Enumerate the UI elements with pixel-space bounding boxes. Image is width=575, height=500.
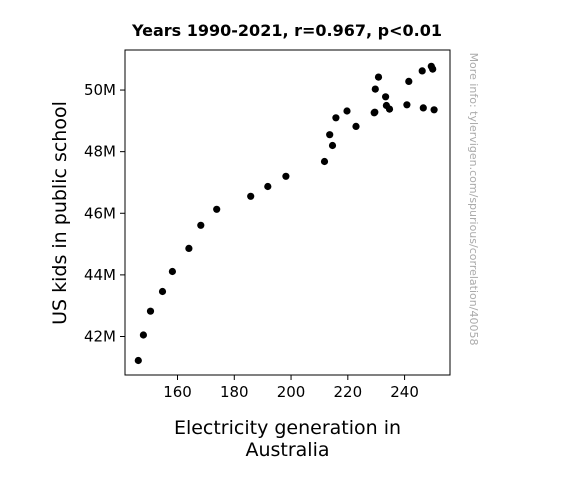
data-point-11 — [320, 157, 329, 166]
data-point-0 — [134, 356, 142, 365]
data-point-27 — [419, 104, 427, 112]
data-point-30 — [430, 106, 438, 114]
y-tick-label: 48M — [84, 143, 116, 161]
x-tick-label: 220 — [333, 383, 362, 401]
x-axis-label-line-1: Electricity generation in — [174, 417, 401, 439]
data-point-23 — [385, 105, 394, 113]
data-point-10 — [282, 172, 290, 180]
data-point-15 — [343, 107, 351, 115]
y-tick-label: 46M — [84, 204, 116, 222]
x-axis-label-line-2: Australia — [245, 439, 329, 461]
data-point-3 — [158, 287, 167, 296]
data-point-9 — [264, 182, 272, 191]
y-axis-ticks: 42M 44M 46M 48M 50M — [84, 81, 125, 345]
data-point-25 — [405, 77, 413, 85]
data-point-13 — [328, 141, 337, 150]
x-tick-label: 180 — [220, 383, 249, 401]
y-tick-label: 42M — [84, 327, 116, 345]
y-tick-label: 50M — [84, 81, 116, 99]
data-point-20 — [374, 73, 383, 81]
data-point-4 — [168, 267, 176, 276]
x-tick-label: 240 — [390, 383, 419, 401]
data-points — [134, 62, 438, 365]
data-point-18 — [371, 108, 379, 116]
data-point-5 — [185, 244, 193, 252]
y-tick-label: 44M — [84, 266, 116, 284]
data-point-2 — [146, 307, 155, 315]
data-point-8 — [247, 192, 255, 200]
data-point-6 — [197, 221, 205, 229]
x-axis-ticks: 160 180 200 220 240 — [163, 375, 419, 401]
data-point-7 — [213, 205, 221, 213]
source-note: More info: tylervigen.com/spurious/corre… — [467, 53, 480, 346]
data-point-14 — [332, 114, 340, 122]
data-point-19 — [371, 85, 379, 93]
data-point-12 — [326, 131, 334, 139]
data-point-21 — [382, 93, 390, 101]
data-point-26 — [418, 67, 426, 75]
data-point-29 — [429, 65, 437, 73]
y-axis-label: US kids in public school — [49, 101, 71, 325]
data-point-24 — [403, 101, 411, 109]
x-tick-label: 160 — [163, 383, 192, 401]
chart-title: Years 1990-2021, r=0.967, p<0.01 — [131, 21, 442, 40]
x-tick-label: 200 — [277, 383, 306, 401]
data-point-16 — [352, 122, 360, 130]
data-point-1 — [139, 331, 147, 339]
plot-area-frame — [124, 49, 451, 376]
